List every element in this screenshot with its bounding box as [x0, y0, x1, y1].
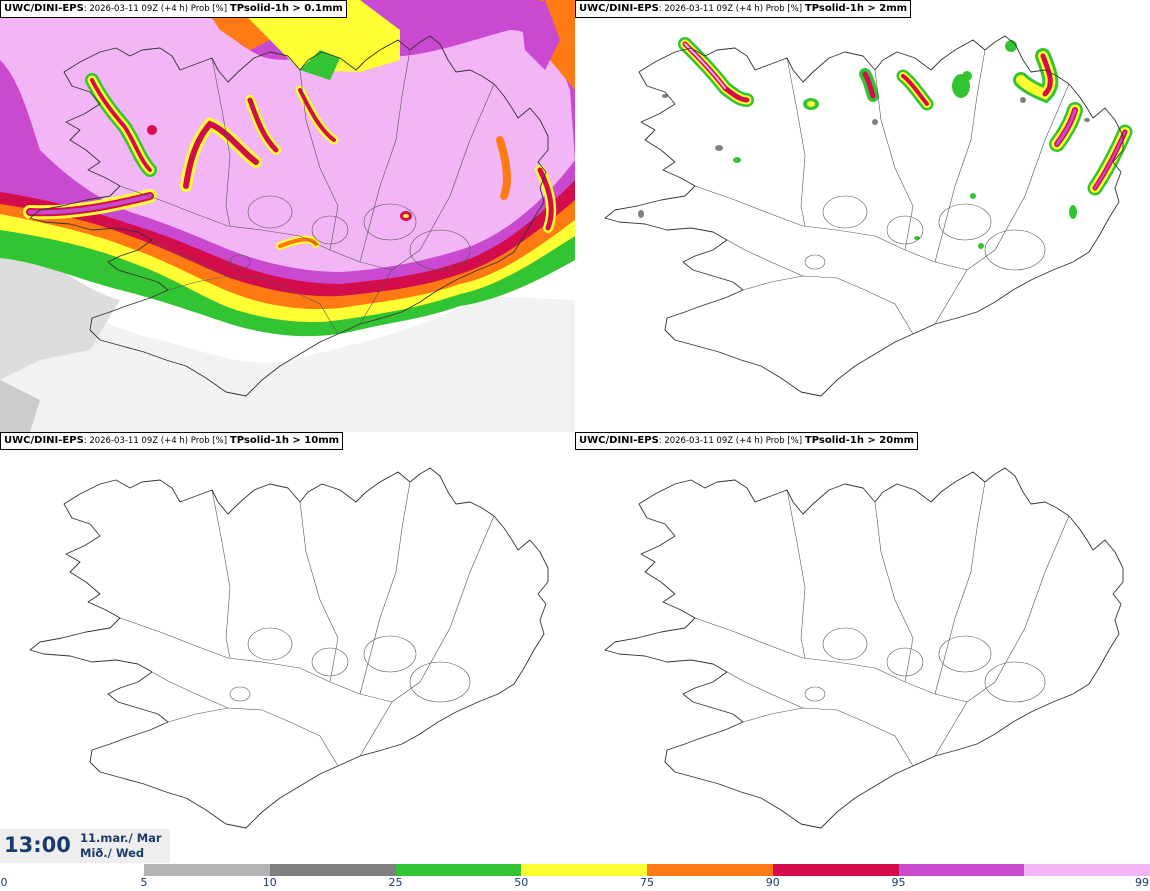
- map-panel-10mm: UWC/DINI-EPS: 2026-03-11 09Z (+4 h) Prob…: [0, 432, 575, 864]
- run-info: : 2026-03-11 09Z (+4 h) Prob [%]: [658, 436, 803, 446]
- run-info: : 2026-03-11 09Z (+4 h) Prob [%]: [83, 436, 228, 446]
- panel-title-20mm: UWC/DINI-EPS: 2026-03-11 09Z (+4 h) Prob…: [575, 432, 919, 450]
- valid-time: 13:00: [4, 833, 71, 857]
- colorbar-tick-label: 75: [640, 876, 654, 889]
- probability-colorbar: [144, 864, 1150, 876]
- run-info: : 2026-03-11 09Z (+4 h) Prob [%]: [83, 4, 228, 14]
- colorbar-segment-6: [898, 864, 1025, 876]
- valid-date: 11.mar./ Mar Mið./ Wed: [80, 831, 162, 861]
- colorbar-segment-7: [1024, 864, 1150, 876]
- valid-time-box: 13:00 11.mar./ Mar Mið./ Wed: [0, 829, 170, 863]
- colorbar-tick-label: 10: [262, 876, 277, 889]
- panel-title-2mm: UWC/DINI-EPS: 2026-03-11 09Z (+4 h) Prob…: [575, 0, 912, 18]
- variable-threshold: TPsolid-1h > 20mm: [804, 435, 915, 446]
- panel-title-01mm: UWC/DINI-EPS: 2026-03-11 09Z (+4 h) Prob…: [0, 0, 347, 18]
- colorbar-tick-label: 90: [765, 876, 780, 889]
- model-name: UWC/DINI-EPS: [579, 435, 659, 446]
- probability-map-10mm: [0, 432, 575, 864]
- variable-threshold: TPsolid-1h > 2mm: [804, 3, 908, 14]
- valid-date-line2: Mið./ Wed: [80, 846, 145, 860]
- map-panel-20mm: UWC/DINI-EPS: 2026-03-11 09Z (+4 h) Prob…: [575, 432, 1150, 864]
- colorbar-segment-0: [144, 864, 270, 876]
- run-info: : 2026-03-11 09Z (+4 h) Prob [%]: [658, 4, 803, 14]
- colorbar-tick-label: 25: [388, 876, 403, 889]
- colorbar-tick-label: 50: [514, 876, 529, 889]
- colorbar-tick-label: 95: [891, 876, 906, 889]
- colorbar-segment-1: [269, 864, 396, 876]
- model-name: UWC/DINI-EPS: [4, 435, 84, 446]
- colorbar-segment-2: [395, 864, 522, 876]
- colorbar-segment-5: [772, 864, 899, 876]
- model-name: UWC/DINI-EPS: [579, 3, 659, 14]
- probability-map-2mm: [575, 0, 1150, 432]
- probability-map-01mm: [0, 0, 575, 432]
- variable-threshold: TPsolid-1h > 0.1mm: [229, 3, 343, 14]
- valid-date-line1: 11.mar./ Mar: [80, 831, 162, 845]
- map-panel-2mm: UWC/DINI-EPS: 2026-03-11 09Z (+4 h) Prob…: [575, 0, 1150, 432]
- colorbar-segment-4: [647, 864, 773, 876]
- map-panel-01mm: UWC/DINI-EPS: 2026-03-11 09Z (+4 h) Prob…: [0, 0, 575, 432]
- panel-title-10mm: UWC/DINI-EPS: 2026-03-11 09Z (+4 h) Prob…: [0, 432, 344, 450]
- colorbar-tick-label: 5: [140, 876, 148, 889]
- probability-map-20mm: [575, 432, 1150, 864]
- colorbar-tick-label: 99: [1135, 876, 1149, 889]
- model-name: UWC/DINI-EPS: [4, 3, 84, 14]
- colorbar-tick-label: 0: [0, 876, 8, 889]
- colorbar-segment-3: [521, 864, 647, 876]
- variable-threshold: TPsolid-1h > 10mm: [229, 435, 340, 446]
